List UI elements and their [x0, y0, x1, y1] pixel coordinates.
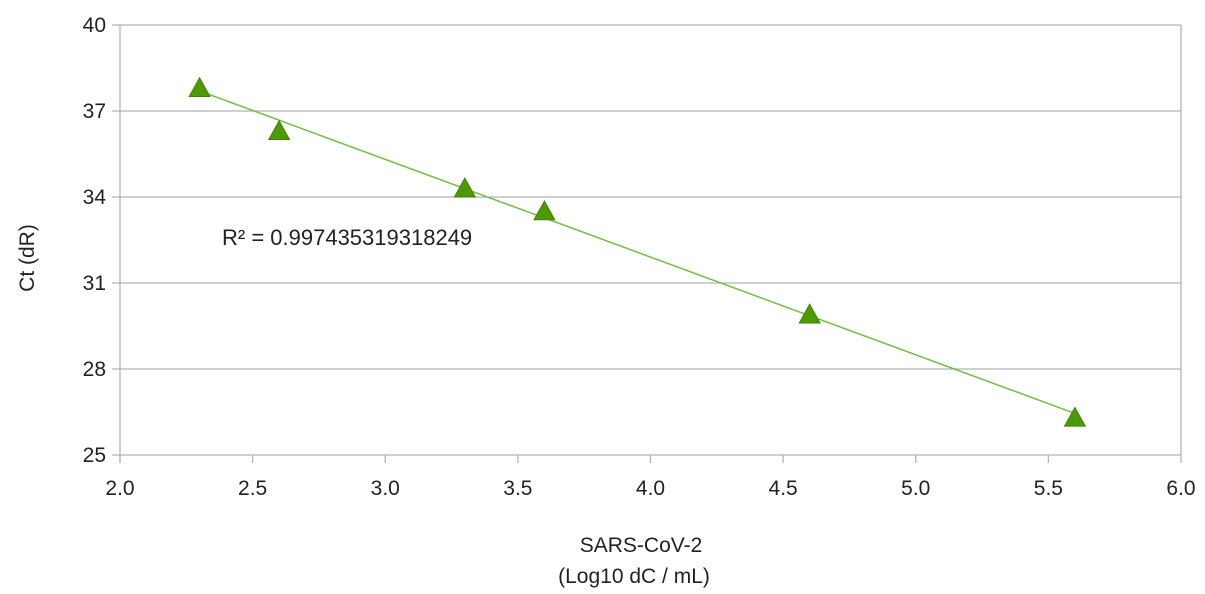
- y-axis-title: Ct (dR): [16, 224, 39, 292]
- x-tick-label: 5.0: [901, 477, 930, 500]
- x-tick-label: 4.5: [769, 477, 798, 500]
- data-point-triangle: [188, 76, 211, 98]
- x-tick-label: 2.0: [105, 477, 134, 500]
- grid-lines: [120, 24, 1181, 456]
- y-tick-label: 31: [83, 272, 106, 295]
- x-tick-label: 5.5: [1034, 477, 1063, 500]
- trendline-group: [199, 90, 1076, 415]
- data-points: [188, 76, 1087, 427]
- y-tick-label: 28: [83, 358, 106, 381]
- x-tick-label: 2.5: [238, 477, 267, 500]
- x-tick-label: 6.0: [1166, 477, 1195, 500]
- y-tick-label: 34: [83, 186, 107, 209]
- x-tick-label: 4.0: [636, 477, 665, 500]
- data-point-triangle: [1063, 406, 1087, 427]
- r-squared-annotation: R² = 0.997435319318249: [222, 225, 472, 250]
- x-tick-label: 3.5: [503, 477, 532, 500]
- x-tick-label: 3.0: [371, 477, 400, 500]
- data-point-triangle: [453, 177, 477, 198]
- linear-trendline: [199, 90, 1076, 415]
- tick-labels: 25 28 31 34 37 40 2.0 2.5 3.0 3.5 4.0 4.5 5.0 5.5 6.0: [83, 14, 1196, 500]
- x-axis-title-line-2: (Log10 dC / mL): [558, 565, 710, 588]
- x-axis-title-line-1: SARS-CoV-2: [580, 534, 703, 557]
- data-point-triangle: [267, 119, 291, 141]
- y-tick-label: 40: [83, 14, 106, 37]
- data-point-triangle: [798, 303, 821, 324]
- y-tick-label: 25: [83, 444, 106, 467]
- data-point-triangle: [533, 200, 556, 221]
- axes: [112, 24, 1182, 463]
- y-tick-label: 37: [83, 100, 106, 123]
